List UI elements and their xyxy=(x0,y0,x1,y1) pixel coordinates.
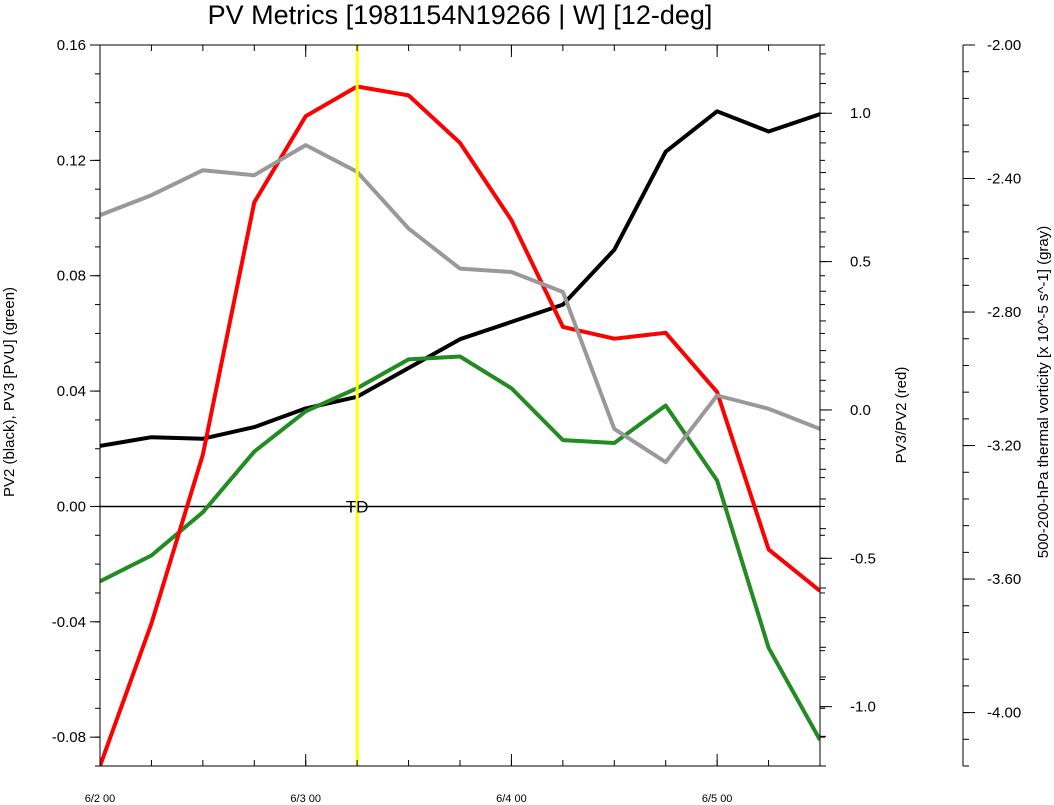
x-tick-label: 6/2 00 xyxy=(85,793,116,805)
y-left-tick-label: 0.08 xyxy=(57,268,86,285)
x-tick-label: 6/3 00 xyxy=(290,793,321,805)
y-left-tick-label: 0.16 xyxy=(57,37,86,54)
x-tick-label: 6/5 00 xyxy=(702,793,733,805)
tick-layer: -0.08 -0.04 0.00 0.04 0.08 0.12 0.16 -1.0 -0.5 0.… xyxy=(52,37,1021,805)
y-left-tick-label: 0.00 xyxy=(57,498,86,515)
y-far-tick-label: -3.20 xyxy=(987,438,1021,455)
series-layer: TD xyxy=(100,45,820,766)
y-right-tick-label: 1.0 xyxy=(850,105,871,122)
series-line-0 xyxy=(100,109,820,448)
y-axis-left-label: PV2 (black), PV3 [PVU] (green) xyxy=(1,287,18,497)
y-left-tick-label: -0.08 xyxy=(52,729,86,746)
series-line-2 xyxy=(100,84,820,766)
y-far-tick-label: -3.60 xyxy=(987,571,1021,588)
zero-line-label: TD xyxy=(346,497,369,516)
y-right-tick-label: -0.5 xyxy=(850,550,876,567)
y-axis-far-label: 500-200-hPa thermal vorticity [x 10^-5 s… xyxy=(1035,226,1052,559)
y-far-tick-label: -4.00 xyxy=(987,705,1021,722)
series-line-1 xyxy=(100,354,820,741)
y-axis-right-label: PV3/PV2 (red) xyxy=(893,367,910,464)
y-right-tick-label: 0.5 xyxy=(850,254,871,271)
y-right-tick-label: -1.0 xyxy=(850,699,876,716)
y-far-tick-label: -2.00 xyxy=(987,37,1021,54)
y-left-tick-label: -0.04 xyxy=(52,614,86,631)
frame-layer xyxy=(99,44,964,767)
y-left-tick-label: 0.04 xyxy=(57,383,86,400)
chart-title: PV Metrics [1981154N19266 | W] [12-deg] xyxy=(208,0,713,30)
y-right-tick-label: 0.0 xyxy=(850,402,871,419)
series-line-3 xyxy=(100,143,820,465)
y-far-tick-label: -2.80 xyxy=(987,304,1021,321)
y-left-tick-label: 0.12 xyxy=(57,152,86,169)
plot-frame xyxy=(99,44,821,767)
x-tick-label: 6/4 00 xyxy=(496,793,527,805)
y-far-tick-label: -2.40 xyxy=(987,171,1021,188)
